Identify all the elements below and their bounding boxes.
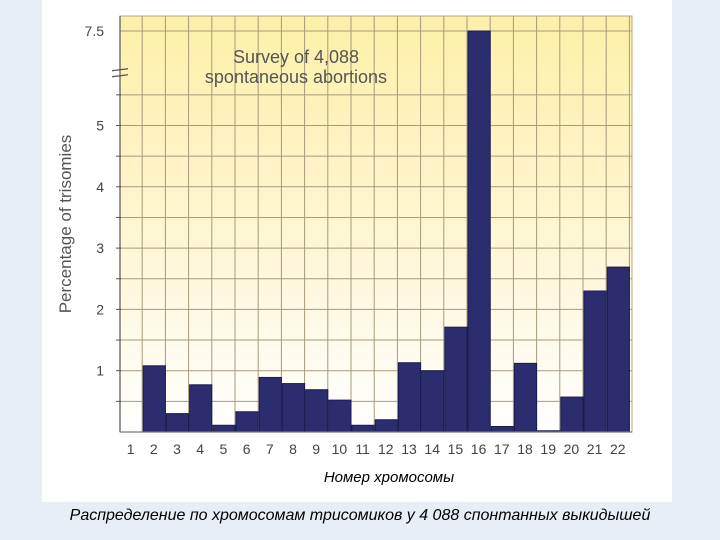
x-tick-label-20: 20 [564, 441, 580, 457]
plot-background [120, 16, 632, 432]
bar-chromosome-15 [444, 326, 468, 433]
bar-chromosome-16 [467, 30, 491, 433]
x-tick-label-10: 10 [332, 441, 348, 457]
x-tick-labels: 1 2 3 4 5 6 7 8 9 10 11 12 13 14 15 16 17 18 19 20 21 22 [127, 441, 626, 457]
bar-chromosome-17 [490, 425, 514, 433]
x-axis-title: Номер хромосомы [324, 469, 454, 486]
x-tick-label-8: 8 [289, 441, 297, 457]
x-tick-label-17: 17 [494, 441, 510, 457]
x-tick-label-3: 3 [173, 441, 181, 457]
bar-chromosome-3 [165, 413, 190, 433]
y-tick-label: 3 [96, 240, 104, 256]
bar-chromosome-11 [351, 424, 375, 433]
bar-chromosome-14 [421, 370, 445, 433]
bar-chromosome-7 [258, 376, 282, 433]
x-tick-label-9: 9 [312, 441, 320, 457]
axis-break-mark [111, 74, 129, 78]
x-tick-label-18: 18 [517, 441, 533, 457]
bar-chromosome-9 [305, 389, 329, 433]
bar-chromosome-2 [142, 365, 166, 433]
x-tick-label-21: 21 [587, 441, 603, 457]
bar-chromosome-22 [606, 266, 630, 433]
bar-chromosome-6 [235, 411, 259, 433]
bar-chromosome-10 [328, 399, 352, 433]
grid-lines [119, 15, 633, 433]
chart-subtitle: spontaneous abortions [205, 67, 387, 87]
bar-chromosome-21 [583, 290, 607, 433]
bar-chromosome-13 [397, 362, 422, 433]
axes [111, 16, 632, 433]
chart-title: Survey of 4,088 [233, 47, 359, 67]
bar-chromosome-4 [189, 384, 213, 433]
x-tick-label-2: 2 [150, 441, 158, 457]
bar-chromosome-18 [513, 362, 538, 433]
y-tick-labels: 1 2 3 4 5 7.5 [85, 23, 105, 379]
y-tick-label: 2 [96, 301, 104, 317]
x-tick-label-1: 1 [127, 441, 135, 457]
y-tick-label: 7.5 [85, 23, 105, 39]
figure-caption: Распределение по хромосомам трисомиков у… [69, 507, 651, 524]
axis-break-mark [111, 68, 129, 72]
bar-chromosome-8 [281, 383, 306, 433]
x-tick-label-12: 12 [378, 441, 394, 457]
x-tick-label-6: 6 [243, 441, 251, 457]
y-axis-title: Percentage of trisomies [56, 135, 75, 314]
bar-chromosome-5 [212, 424, 236, 433]
y-tick-label: 1 [96, 363, 104, 379]
x-tick-label-13: 13 [401, 441, 417, 457]
x-tick-label-14: 14 [424, 441, 440, 457]
x-tick-label-22: 22 [610, 441, 626, 457]
x-tick-label-11: 11 [355, 441, 370, 457]
x-tick-label-16: 16 [471, 441, 487, 457]
y-tick-label: 4 [96, 179, 104, 195]
bar-chromosome-12 [374, 419, 398, 433]
bar-chromosome-20 [560, 396, 584, 433]
y-tick-label: 5 [96, 118, 104, 134]
x-tick-label-4: 4 [196, 441, 204, 457]
x-tick-label-15: 15 [448, 441, 464, 457]
x-tick-label-7: 7 [266, 441, 274, 457]
x-tick-label-19: 19 [540, 441, 556, 457]
x-tick-label-5: 5 [220, 441, 228, 457]
